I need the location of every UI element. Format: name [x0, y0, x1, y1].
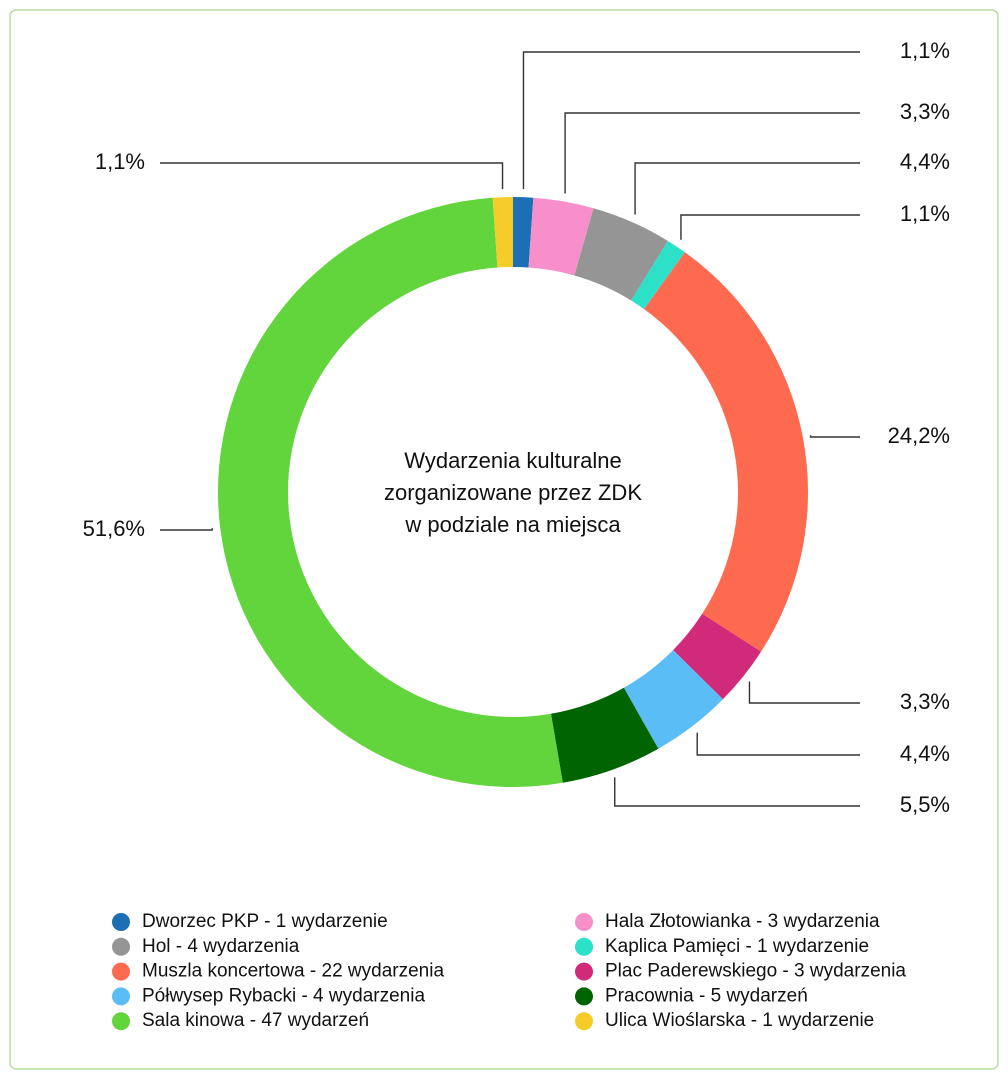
legend-marker [575, 987, 593, 1006]
donut-segment [574, 208, 668, 301]
legend-label: Półwysep Rybacki - 4 wydarzenia [142, 985, 425, 1006]
legend-marker [112, 937, 130, 956]
leader-line [614, 777, 860, 807]
value-label: 3,3% [900, 689, 950, 714]
value-label: 51,6% [83, 516, 145, 541]
legend-label: Plac Paderewskiego - 3 wydarzenia [605, 961, 906, 982]
value-label: 1,1% [900, 201, 950, 226]
chart-title: zorganizowane przez ZDK [384, 480, 642, 505]
value-label: 24,2% [888, 423, 950, 448]
donut-segment [550, 687, 659, 783]
value-label: 1,1% [95, 149, 145, 174]
legend-marker [575, 1012, 593, 1031]
donut-segment [492, 197, 513, 268]
leader-line [634, 162, 860, 215]
frame [9, 9, 999, 1070]
value-label: 5,5% [900, 792, 950, 817]
chart-title: w podziale na miejsca [404, 512, 621, 537]
legend-marker [112, 962, 130, 981]
leader-line [160, 162, 504, 190]
legend-marker [575, 962, 593, 981]
legend-label: Sala kinowa - 47 wydarzeń [142, 1010, 369, 1031]
legend-label: Hala Złotowianka - 3 wydarzenia [605, 911, 880, 932]
legend-marker [112, 1012, 130, 1031]
legend-marker [575, 913, 593, 931]
donut-segment [644, 252, 808, 652]
legend-label: Kaplica Pamięci - 1 wydarzenie [605, 936, 869, 957]
donut-segment [217, 197, 563, 787]
donut-segment [623, 650, 723, 749]
legend-marker [112, 987, 130, 1006]
legend-label: Dworzec PKP - 1 wydarzenie [142, 911, 388, 932]
value-label: 4,4% [900, 149, 950, 174]
legend-label: Muszla koncertowa - 22 wydarzenia [142, 961, 444, 982]
donut-segment [513, 197, 534, 268]
legend-label: Pracownia - 5 wydarzeń [605, 985, 808, 1006]
leader-line [748, 681, 860, 704]
value-label: 3,3% [900, 99, 950, 124]
legend-marker [112, 913, 130, 931]
leader-line [809, 435, 860, 438]
donut-segment [528, 197, 594, 276]
leader-line [564, 112, 860, 194]
leader-line [696, 732, 860, 756]
value-label: 1,1% [900, 38, 950, 63]
donut-segment [673, 613, 762, 700]
chart-title: Wydarzenia kulturalne [404, 448, 621, 473]
legend-label: Ulica Wioślarska - 1 wydarzenie [605, 1010, 874, 1031]
value-label: 4,4% [900, 741, 950, 766]
donut-segment [631, 240, 685, 310]
leader-line [522, 51, 860, 190]
leader-line [160, 528, 213, 531]
leader-line [680, 214, 860, 240]
legend-marker [575, 937, 593, 956]
legend-label: Hol - 4 wydarzenia [142, 936, 300, 957]
